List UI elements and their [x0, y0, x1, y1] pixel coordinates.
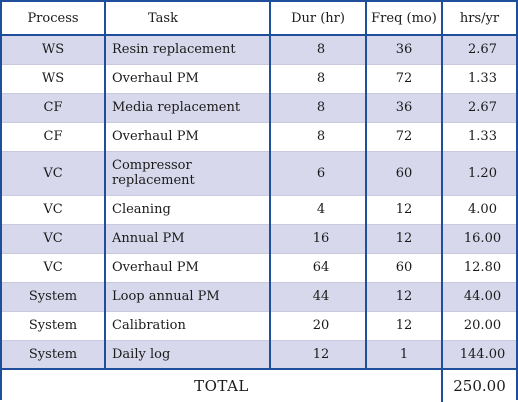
cell-frequency: 72	[366, 122, 443, 152]
cell-hours-per-year: 44.00	[442, 282, 516, 312]
cell-frequency: 12	[366, 311, 443, 341]
cell-frequency: 60	[366, 151, 443, 196]
cell-task: Daily log	[105, 340, 271, 370]
cell-process: VC	[2, 195, 106, 225]
total-label: TOTAL	[2, 368, 443, 402]
cell-task: Overhaul PM	[105, 64, 271, 94]
cell-frequency: 36	[366, 93, 443, 123]
cell-process: WS	[2, 64, 106, 94]
cell-duration: 44	[270, 282, 367, 312]
header-task: Task	[105, 2, 271, 36]
cell-duration: 8	[270, 35, 367, 65]
cell-hours-per-year: 4.00	[442, 195, 516, 225]
table-row: VC Annual PM 16 12 16.00	[2, 224, 516, 254]
cell-hours-per-year: 2.67	[442, 93, 516, 123]
table-row: CF Overhaul PM 8 72 1.33	[2, 122, 516, 152]
total-value: 250.00	[442, 368, 516, 402]
cell-process: VC	[2, 151, 106, 196]
cell-frequency: 1	[366, 340, 443, 370]
cell-process: WS	[2, 35, 106, 65]
cell-process: VC	[2, 224, 106, 254]
header-row: Process Task Dur (hr) Freq (mo) hrs/yr	[2, 2, 516, 36]
header-frequency: Freq (mo)	[366, 2, 443, 36]
cell-task: Loop annual PM	[105, 282, 271, 312]
cell-duration: 8	[270, 64, 367, 94]
table-body: WS Resin replacement 8 36 2.67 WS Overhaul PM 8…	[2, 35, 516, 402]
table-row: System Loop annual PM 44 12 44.00	[2, 282, 516, 312]
cell-hours-per-year: 12.80	[442, 253, 516, 283]
cell-duration: 8	[270, 122, 367, 152]
cell-hours-per-year: 1.33	[442, 122, 516, 152]
cell-process: System	[2, 340, 106, 370]
table-row: WS Overhaul PM 8 72 1.33	[2, 64, 516, 94]
header-process: Process	[2, 2, 106, 36]
table-row: VC Overhaul PM 64 60 12.80	[2, 253, 516, 283]
cell-task: Overhaul PM	[105, 253, 271, 283]
table-row: WS Resin replacement 8 36 2.67	[2, 35, 516, 65]
cell-duration: 20	[270, 311, 367, 341]
cell-duration: 6	[270, 151, 367, 196]
cell-task: Overhaul PM	[105, 122, 271, 152]
cell-hours-per-year: 16.00	[442, 224, 516, 254]
cell-task: Compressor replacement	[105, 151, 271, 196]
cell-hours-per-year: 2.67	[442, 35, 516, 65]
table-row: System Daily log 12 1 144.00	[2, 340, 516, 370]
cell-duration: 64	[270, 253, 367, 283]
cell-frequency: 36	[366, 35, 443, 65]
cell-task: Cleaning	[105, 195, 271, 225]
cell-process: CF	[2, 122, 106, 152]
cell-process: CF	[2, 93, 106, 123]
cell-task: Resin replacement	[105, 35, 271, 65]
cell-hours-per-year: 20.00	[442, 311, 516, 341]
table-row: System Calibration 20 12 20.00	[2, 311, 516, 341]
cell-process: VC	[2, 253, 106, 283]
table-header: Process Task Dur (hr) Freq (mo) hrs/yr	[2, 2, 516, 36]
cell-hours-per-year: 144.00	[442, 340, 516, 370]
cell-process: System	[2, 311, 106, 341]
table-row: CF Media replacement 8 36 2.67	[2, 93, 516, 123]
cell-frequency: 60	[366, 253, 443, 283]
cell-duration: 8	[270, 93, 367, 123]
cell-frequency: 12	[366, 282, 443, 312]
table-row: VC Compressor replacement 6 60 1.20	[2, 151, 516, 196]
cell-task: Media replacement	[105, 93, 271, 123]
cell-duration: 4	[270, 195, 367, 225]
cell-task: Annual PM	[105, 224, 271, 254]
cell-hours-per-year: 1.33	[442, 64, 516, 94]
cell-duration: 12	[270, 340, 367, 370]
cell-frequency: 12	[366, 224, 443, 254]
header-hours-per-year: hrs/yr	[442, 2, 516, 36]
cell-process: System	[2, 282, 106, 312]
cell-frequency: 12	[366, 195, 443, 225]
table-row: VC Cleaning 4 12 4.00	[2, 195, 516, 225]
cell-frequency: 72	[366, 64, 443, 94]
cell-hours-per-year: 1.20	[442, 151, 516, 196]
total-row: TOTAL 250.00	[2, 368, 516, 402]
cell-task: Calibration	[105, 311, 271, 341]
header-duration: Dur (hr)	[270, 2, 367, 36]
cell-duration: 16	[270, 224, 367, 254]
